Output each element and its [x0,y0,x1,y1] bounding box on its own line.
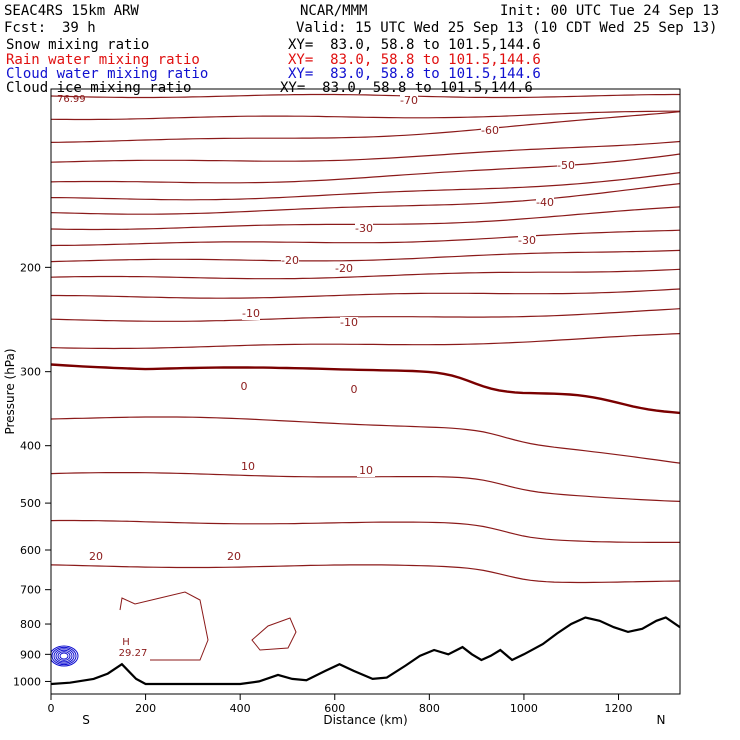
temperature-contour [51,111,680,143]
contour-label: -10 [242,307,260,320]
field-label-cloud-water: Cloud water mixing ratio [6,66,209,82]
x-tick-label: 1000 [510,702,538,715]
contour-label-bg [235,381,253,393]
x-endpoint-south: S [82,713,90,727]
temperature-contour [51,333,680,350]
y-tick-label: 1000 [13,675,41,688]
annotation-max-value: 76.99 [57,94,86,105]
contour-label-bg [557,160,575,172]
contour-label: 0 [351,383,358,396]
freezing-level-contour [51,363,680,415]
contour-layer [51,93,680,686]
temperature-contour [51,110,680,121]
temperature-contour [51,519,680,543]
rain-contour [251,617,297,651]
contour-label-bg [345,384,363,396]
temperature-contour [51,93,680,99]
contour-label-bg [225,551,243,563]
cloud-water-contours [51,645,79,667]
contour-label-bg [357,465,375,477]
y-tick-label: 200 [20,261,41,274]
contour-label: -10 [340,316,358,329]
forecast-hours: 39 h [62,20,96,36]
field-xy-cloud-ice: XY= 83.0, 58.8 to 101.5,144.6 [280,80,533,96]
contour-label: -50 [557,159,575,172]
contour-label: -20 [281,254,299,267]
contour-label-bg [400,95,418,107]
annotation-high-value: 29.27 [119,648,148,659]
contour-label: -20 [335,262,353,275]
x-tick-label: 200 [135,702,156,715]
y-tick-label: 400 [20,440,41,453]
model-title: SEAC4RS 15km ARW [4,3,139,19]
contour-label: -60 [481,124,499,137]
field-xy-cloud-water: XY= 83.0, 58.8 to 101.5,144.6 [288,66,541,82]
rain-contour [119,591,209,661]
y-tick-label: 700 [20,584,41,597]
valid-time: Valid: 15 UTC Wed 25 Sep 13 (10 CDT Wed … [296,20,718,36]
temperature-contour [51,416,680,464]
y-axis-title: Pressure (hPa) [3,348,17,434]
y-tick-label: 300 [20,366,41,379]
field-xy-snow: XY= 83.0, 58.8 to 101.5,144.6 [288,37,541,53]
y-tick-label: 900 [20,648,41,661]
x-tick-label: 1200 [605,702,633,715]
y-tick-label: 600 [20,544,41,557]
y-tick-label: 500 [20,497,41,510]
temperature-contour [51,172,680,201]
contour-label-bg [536,197,554,209]
x-tick-label: 800 [419,702,440,715]
terrain-profile [51,616,680,686]
contour-label-bg [87,551,105,563]
x-tick-label: 0 [48,702,55,715]
init-time: Init: 00 UTC Tue 24 Sep 13 [500,3,720,19]
temperature-contour [51,153,680,184]
contour-label: -40 [536,196,554,209]
temperature-contour [51,183,680,215]
field-label-cloud-ice: Cloud ice mixing ratio [6,80,192,96]
contour-label-bg [340,317,358,329]
contour-label-bg [355,223,373,235]
contour-label: -70 [400,94,418,107]
temperature-contour [51,249,680,263]
contour-label-bg [335,263,353,275]
temperature-contour [51,229,680,247]
x-tick-label: 600 [324,702,345,715]
plot-frame [50,88,681,695]
contour-label: -30 [355,222,373,235]
temperature-contour [51,268,680,280]
field-xy-rain: XY= 83.0, 58.8 to 101.5,144.6 [288,52,541,68]
temperature-contour [51,564,680,584]
contour-label: 10 [241,460,255,473]
contour-label: 0 [241,380,248,393]
forecast-label: Fcst: [4,20,47,36]
y-tick-label: 800 [20,618,41,631]
contour-label: 20 [227,550,241,563]
annotation-high-marker: H [122,637,130,648]
contour-label: 10 [359,464,373,477]
x-endpoint-north: N [657,713,666,727]
temperature-contour [51,308,680,322]
x-axis-title: Distance (km) [323,713,407,727]
contour-label-bg [518,235,536,247]
contour-label-bg [281,255,299,267]
field-label-snow: Snow mixing ratio [6,37,150,53]
contour-label: 20 [89,550,103,563]
field-label-rain: Rain water mixing ratio [6,52,200,68]
x-tick-label: 400 [230,702,251,715]
temperature-contour [51,140,680,163]
center-title: NCAR/MMM [300,3,368,19]
contour-label-bg [239,461,257,473]
contour-label-bg [242,308,260,320]
contour-label-bg [481,125,499,137]
contour-label: -30 [518,234,536,247]
temperature-contour [51,288,680,299]
